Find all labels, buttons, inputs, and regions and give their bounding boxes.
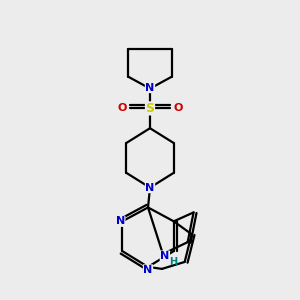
Text: H: H: [169, 257, 177, 267]
Text: N: N: [146, 183, 154, 193]
Text: N: N: [146, 82, 154, 93]
Text: N: N: [160, 251, 170, 261]
Text: S: S: [146, 102, 154, 115]
Text: O: O: [118, 103, 127, 113]
Text: N: N: [116, 216, 125, 226]
Text: N: N: [143, 265, 153, 275]
Text: O: O: [173, 103, 182, 113]
